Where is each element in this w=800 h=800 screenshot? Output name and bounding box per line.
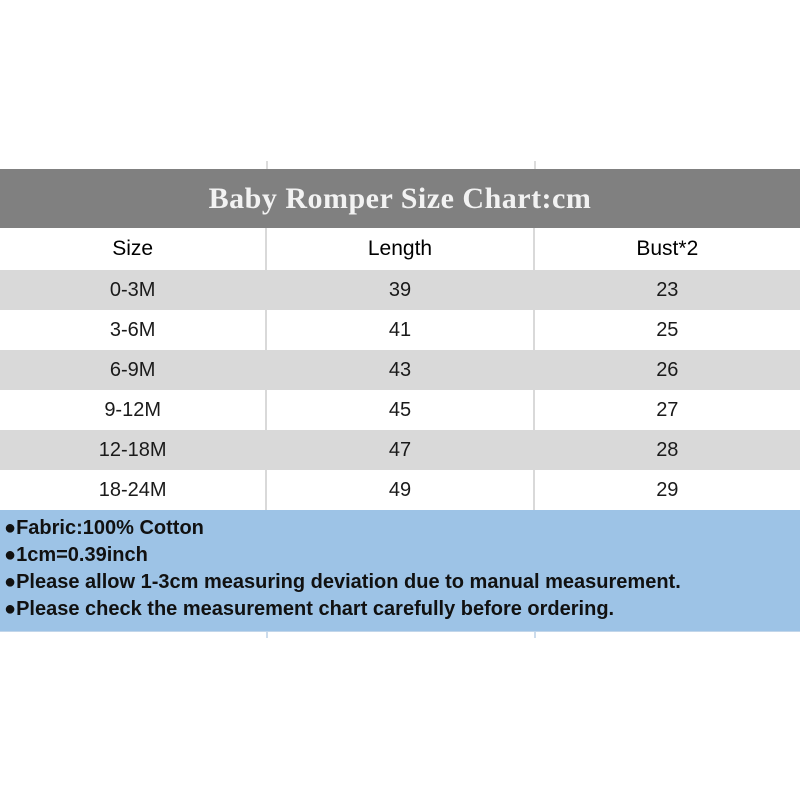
note-fabric: ●Fabric:100% Cotton [4,517,204,539]
cell-bust: 29 [532,470,800,510]
cell-length: 47 [265,430,532,470]
note-conversion: ●1cm=0.39inch [4,544,148,566]
grid-tick [534,161,536,169]
cell-length: 45 [265,390,532,430]
table-header-row: Size Length Bust*2 [0,228,800,270]
chart-title-bar: Baby Romper Size Chart:cm [0,169,800,228]
column-header-length: Length [265,228,532,270]
chart-title: Baby Romper Size Chart:cm [208,181,592,215]
column-header-size: Size [112,237,154,260]
cell-length: 39 [265,270,532,310]
note-deviation: ●Please allow 1-3cm measuring deviation … [4,571,681,593]
cell-length: 49 [265,470,532,510]
cell-length: 41 [265,310,532,350]
table-row: 6-9M 43 26 [0,350,800,390]
table-row: 18-24M 49 29 [0,470,800,510]
note-check-chart: ●Please check the measurement chart care… [4,598,615,620]
cell-length: 43 [265,350,532,390]
grid-tick [266,632,268,638]
notes-box: ●Fabric:100% Cotton ●1cm=0.39inch ●Pleas… [0,510,800,632]
table-row: 12-18M 47 28 [0,430,800,470]
cell-size: 9-12M [104,398,162,421]
grid-tick [534,632,536,638]
column-header-bust: Bust*2 [532,228,800,270]
cell-size: 0-3M [109,278,156,301]
grid-tick [266,161,268,169]
cell-bust: 23 [532,270,800,310]
cell-bust: 27 [532,390,800,430]
table-row: 9-12M 45 27 [0,390,800,430]
cell-size: 12-18M [98,438,167,461]
cell-bust: 25 [532,310,800,350]
cell-size: 18-24M [98,478,167,501]
table-row: 0-3M 39 23 [0,270,800,310]
cell-bust: 28 [532,430,800,470]
size-table: Size Length Bust*2 0-3M 39 23 3-6M 41 25… [0,228,800,510]
cell-size: 3-6M [109,318,156,341]
cell-size: 6-9M [109,358,156,381]
table-row: 3-6M 41 25 [0,310,800,350]
cell-bust: 26 [532,350,800,390]
